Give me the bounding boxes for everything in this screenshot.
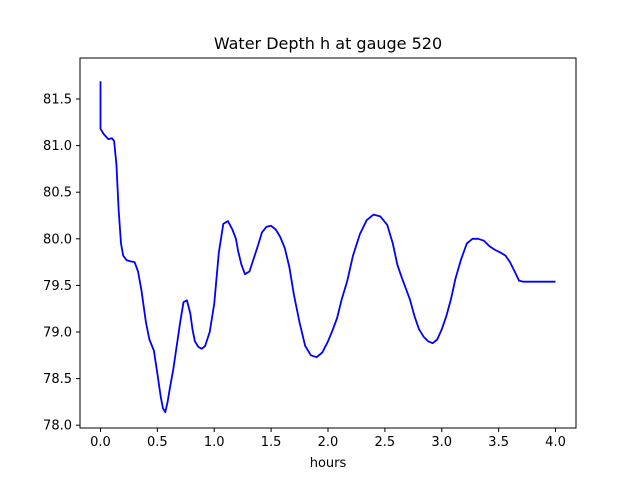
y-tick-label: 81.5 [43,93,72,108]
x-tick-label: 1.0 [204,435,225,450]
y-tick-label: 80.0 [43,232,72,247]
x-tick-label: 0.0 [90,435,111,450]
x-axis-label: hours [310,456,347,471]
x-tick-label: 0.5 [147,435,168,450]
x-tick-label: 3.0 [431,435,452,450]
x-tick-label: 2.5 [375,435,396,450]
y-tick-label: 80.5 [43,186,72,201]
y-tick-label: 79.0 [43,326,72,341]
x-tick-label: 4.0 [545,435,566,450]
series-line-water-depth [99,81,556,414]
y-tick-label: 81.0 [43,139,72,154]
x-tick-label: 3.5 [488,435,509,450]
x-tick-label: 2.0 [318,435,339,450]
y-tick-label: 78.5 [43,372,72,387]
y-tick-label: 78.0 [43,419,72,434]
y-tick-label: 79.5 [43,279,72,294]
x-tick-label: 1.5 [261,435,282,450]
plot-area-frame [79,57,577,429]
x-axis: 0.0 0.5 1.0 1.5 2.0 2.5 3.0 3.5 4.0 [90,428,566,450]
y-axis: 78.0 78.5 79.0 79.5 80.0 80.5 81.0 81.5 [43,93,80,434]
chart-title: Water Depth h at gauge 520 [214,34,442,53]
